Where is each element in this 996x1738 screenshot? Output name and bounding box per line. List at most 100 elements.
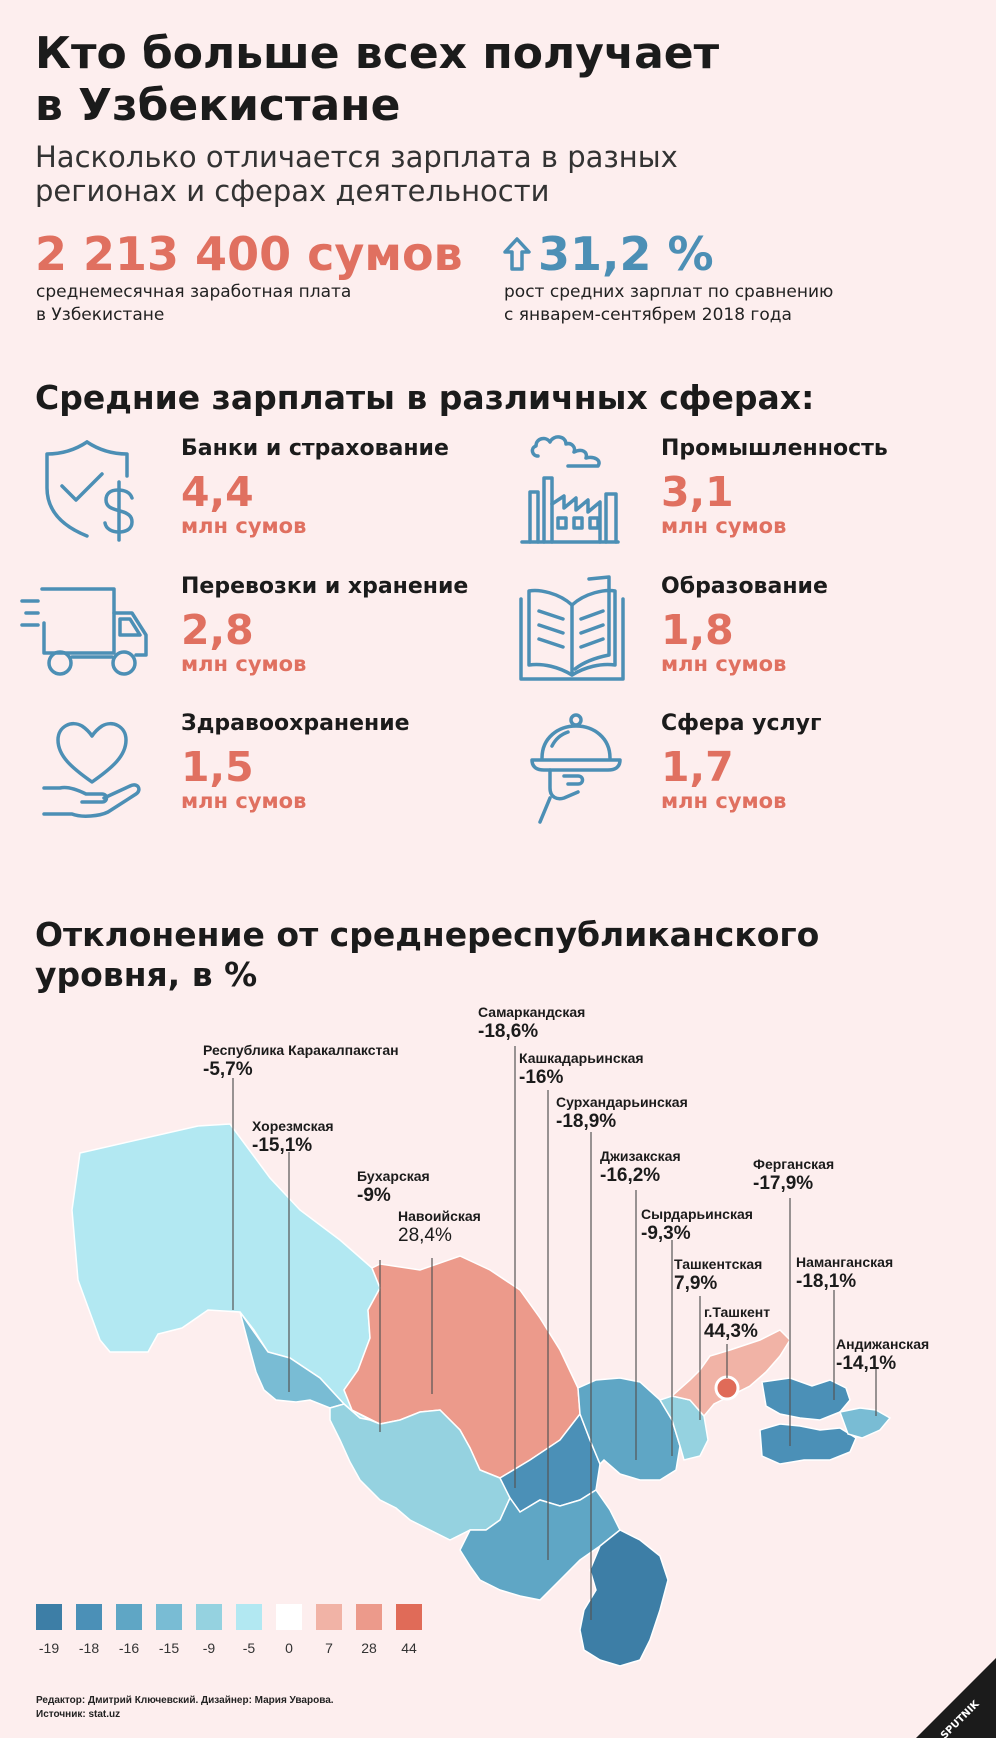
sector-name: Промышленность	[661, 436, 888, 461]
region-value: -16%	[519, 1067, 564, 1088]
region-value: 44,3%	[704, 1321, 758, 1342]
sector-name: Здравоохранение	[181, 711, 410, 736]
region-label-navoi: Навоийская 28,4%	[398, 1208, 481, 1246]
growth-caption-line-1: рост средних зарплат по сравнению	[504, 282, 834, 302]
region-name: Джизакская	[600, 1148, 681, 1164]
arrow-up-icon	[502, 236, 532, 276]
region-value: -9%	[357, 1185, 391, 1206]
region-name: Наманганская	[796, 1254, 894, 1270]
heart-hand-icon	[42, 716, 142, 820]
growth-caption: рост средних зарплат по сравнению с янва…	[504, 281, 924, 327]
legend-tick-label: -18	[78, 1640, 100, 1656]
region-name: Кашкадарьинская	[519, 1050, 644, 1066]
region-name: Республика Каракалпакстан	[203, 1042, 399, 1058]
legend-swatch	[356, 1604, 382, 1630]
factory-icon	[520, 432, 620, 544]
legend-swatch	[316, 1604, 342, 1630]
region-value: -15,1%	[252, 1135, 313, 1156]
sector-value: 1,7	[661, 743, 734, 791]
region-value: -5,7%	[203, 1059, 253, 1080]
region-khorezm	[239, 1311, 346, 1409]
book-icon	[519, 575, 625, 683]
sector-name: Образование	[661, 574, 828, 599]
region-label-namangan: Наманганская -18,1%	[796, 1254, 893, 1292]
region-jizzakh	[577, 1377, 681, 1481]
region-value: -18,9%	[556, 1111, 617, 1132]
sector-unit: млн сумов	[181, 652, 307, 676]
page-title: Кто больше всех получает в Узбекистане	[35, 28, 935, 132]
region-name: Ферганская	[753, 1156, 835, 1172]
region-name: Сурхандарьинская	[556, 1094, 688, 1110]
legend-swatch	[196, 1604, 222, 1630]
growth-caption-line-2: с январем-сентябрем 2018 года	[504, 305, 792, 325]
map-legend: -19 -18 -16 -15 -9 -5 0 7 28 44	[36, 1604, 456, 1660]
sector-unit: млн сумов	[661, 514, 787, 538]
region-name: г.Ташкент	[704, 1304, 771, 1320]
legend-swatch	[396, 1604, 422, 1630]
legend-swatch	[76, 1604, 102, 1630]
region-fergana	[759, 1423, 857, 1465]
shield-dollar-icon	[42, 436, 142, 546]
map-title-line-2: уровня, в %	[35, 955, 258, 994]
legend-tick-label: 7	[325, 1640, 333, 1656]
sputnik-logo: SPUTNIK	[916, 1658, 996, 1738]
title-line-1: Кто больше всех получает	[35, 28, 720, 79]
truck-icon	[20, 583, 150, 683]
sector-name: Банки и страхование	[181, 436, 449, 461]
sector-card-industry: Промышленность 3,1 млн сумов	[661, 436, 888, 538]
sector-card-services: Сфера услуг 1,7 млн сумов	[661, 711, 821, 813]
sector-card-transport: Перевозки и хранение 2,8 млн сумов	[181, 574, 468, 676]
region-label-tashkent: Ташкентская 7,9%	[674, 1256, 762, 1294]
sector-value: 1,8	[661, 606, 734, 654]
region-label-bukhara: Бухарская -9%	[357, 1168, 430, 1206]
sector-card-healthcare: Здравоохранение 1,5 млн сумов	[181, 711, 410, 813]
region-value: 28,4%	[398, 1225, 452, 1246]
sector-card-education: Образование 1,8 млн сумов	[661, 574, 828, 676]
page-subtitle: Насколько отличается зарплата в разных р…	[35, 140, 935, 208]
sector-unit: млн сумов	[661, 652, 787, 676]
region-value: -17,9%	[753, 1173, 814, 1194]
map-title: Отклонение от среднереспубликанского уро…	[35, 915, 819, 995]
legend-swatch	[276, 1604, 302, 1630]
region-tashkent-city	[714, 1375, 740, 1401]
region-label-andijan: Андижанская -14,1%	[836, 1336, 929, 1374]
region-value: -14,1%	[836, 1353, 897, 1374]
average-salary-value: 2 213 400 сумов	[35, 227, 463, 281]
region-name: Сырдарьинская	[641, 1206, 753, 1222]
region-label-karakalpakstan: Республика Каракалпакстан -5,7%	[203, 1042, 399, 1080]
region-tashkent	[670, 1329, 791, 1418]
credits: Редактор: Дмитрий Ключевский. Дизайнер: …	[36, 1694, 334, 1722]
sectors-title: Средние зарплаты в различных сферах:	[35, 378, 815, 417]
legend-tick-label: 0	[285, 1640, 293, 1656]
sector-name: Сфера услуг	[661, 711, 822, 736]
sector-unit: млн сумов	[181, 514, 307, 538]
region-value: -18,1%	[796, 1271, 857, 1292]
legend-swatch	[116, 1604, 142, 1630]
sector-unit: млн сумов	[661, 789, 787, 813]
region-label-jizzakh: Джизакская -16,2%	[600, 1148, 681, 1186]
average-caption-line-2: в Узбекистане	[36, 305, 165, 325]
cloche-icon	[528, 712, 624, 824]
sector-value: 4,4	[181, 468, 254, 516]
region-name: Ташкентская	[674, 1256, 763, 1272]
average-salary-caption: среднемесячная заработная плата в Узбеки…	[36, 281, 436, 327]
region-name: Хорезмская	[252, 1118, 334, 1134]
legend-swatch	[36, 1604, 62, 1630]
map-title-line-1: Отклонение от среднереспубликанского	[35, 915, 820, 954]
region-label-fergana: Ферганская -17,9%	[753, 1156, 834, 1194]
sector-value: 1,5	[181, 743, 254, 791]
region-name: Бухарская	[357, 1168, 430, 1184]
region-name: Андижанская	[836, 1336, 930, 1352]
legend-tick-label: -19	[38, 1640, 60, 1656]
title-line-2: в Узбекистане	[35, 80, 401, 131]
growth-value: 31,2 %	[538, 227, 714, 281]
sector-card-banks: Банки и страхование 4,4 млн сумов	[181, 436, 449, 538]
sector-name: Перевозки и хранение	[181, 574, 469, 599]
region-andijan	[838, 1407, 892, 1439]
region-label-khorezm: Хорезмская -15,1%	[252, 1118, 334, 1156]
legend-swatch	[236, 1604, 262, 1630]
region-value: -9,3%	[641, 1223, 691, 1244]
region-label-syrdarya: Сырдарьинская -9,3%	[641, 1206, 753, 1244]
region-name: Навоийская	[398, 1208, 481, 1224]
